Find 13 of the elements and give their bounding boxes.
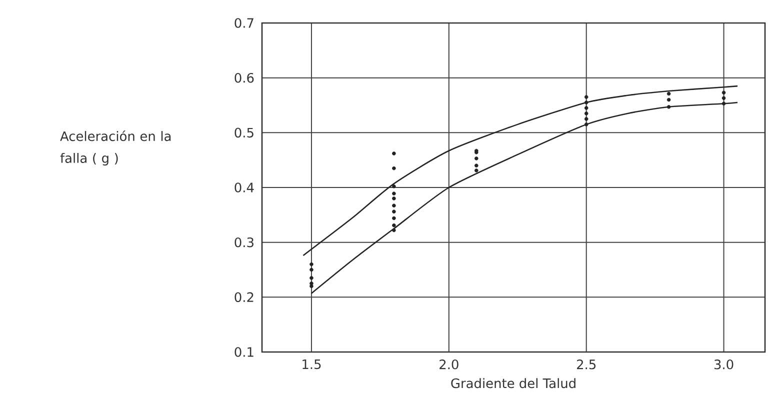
x-tick-label: 1.5 <box>302 360 321 370</box>
y-tick-label: 0.6 <box>234 72 254 83</box>
x-axis-title: Gradiente del Talud <box>451 378 576 388</box>
y-tick-label: 0.2 <box>234 292 254 302</box>
y-axis-title: Aceleración en la falla ( g ) <box>60 130 171 166</box>
x-tick-label: 2.0 <box>440 360 458 370</box>
x-tick-label: 3.0 <box>714 360 734 370</box>
y-tick-label: 0.1 <box>234 347 254 357</box>
x-tick-label: 2.5 <box>577 360 596 370</box>
y-tick-label: 0.4 <box>234 182 254 192</box>
y-tick-label: 0.3 <box>234 237 254 248</box>
y-tick-label: 0.5 <box>234 128 254 138</box>
y-tick-label: 0.7 <box>234 18 254 28</box>
